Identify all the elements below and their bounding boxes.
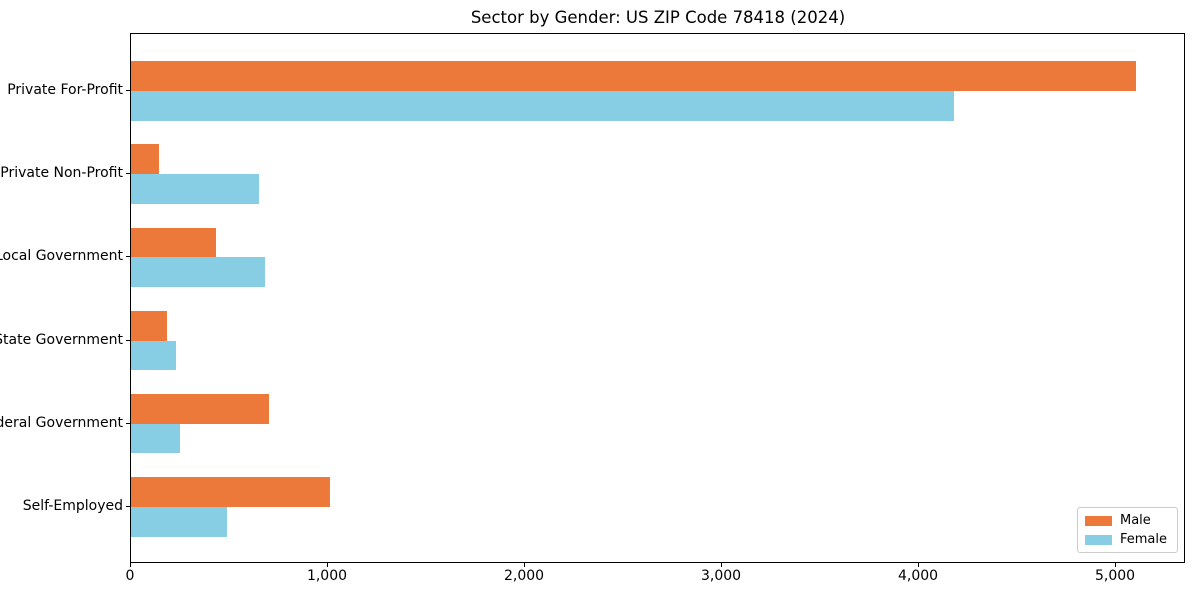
bar-female-2 xyxy=(131,174,259,205)
y-axis-category-label: Federal Government xyxy=(0,414,123,431)
bar-female-6 xyxy=(131,506,228,537)
bar-male-3 xyxy=(131,227,216,258)
x-axis-tick xyxy=(130,563,131,567)
x-axis-tick xyxy=(1115,563,1117,567)
x-axis-tick xyxy=(327,563,328,567)
y-axis-category-label: State Government xyxy=(0,331,123,348)
x-axis-tick-label: 3,000 xyxy=(700,568,742,584)
x-axis-tick xyxy=(721,563,723,567)
legend-label-male: Male xyxy=(1119,513,1151,528)
bar-male-1 xyxy=(131,61,1136,92)
x-axis-tick-label: 0 xyxy=(125,568,135,584)
x-axis-tick-label: 2,000 xyxy=(503,568,545,584)
bar-male-5 xyxy=(131,393,269,424)
x-axis-tick-label: 4,000 xyxy=(898,568,939,584)
legend-label-female: Female xyxy=(1119,532,1167,547)
bar-male-4 xyxy=(131,310,168,341)
y-axis-category-label: Private For-Profit xyxy=(7,82,123,99)
y-axis-tick xyxy=(126,173,130,175)
y-axis-tick xyxy=(126,422,130,424)
y-axis-tick xyxy=(126,90,130,92)
bar-female-4 xyxy=(131,340,177,371)
y-axis-category-label: Self-Employed xyxy=(22,497,123,514)
male-series-swatch xyxy=(1084,515,1112,526)
y-axis-tick xyxy=(126,505,130,507)
y-axis-category-label: Local Government xyxy=(0,248,123,265)
legend-item-female: Female xyxy=(1084,532,1167,547)
bar-female-1 xyxy=(131,91,954,122)
bar-male-2 xyxy=(131,144,159,175)
bar-male-6 xyxy=(131,476,330,507)
bar-female-3 xyxy=(131,257,265,288)
plot-area: Male Female xyxy=(130,33,1185,563)
y-axis-tick xyxy=(126,256,130,258)
y-axis-category-label: Private Non-Profit xyxy=(0,165,123,182)
y-axis-tick xyxy=(126,339,130,341)
chart-title: Sector by Gender: US ZIP Code 78418 (202… xyxy=(470,8,846,27)
x-axis-tick xyxy=(918,563,920,567)
x-axis-tick-label: 1,000 xyxy=(306,568,348,584)
legend: Male Female xyxy=(1076,507,1178,553)
legend-item-male: Male xyxy=(1084,513,1167,528)
female-series-swatch xyxy=(1084,534,1112,545)
bar-female-5 xyxy=(131,423,181,454)
x-axis-tick-label: 5,000 xyxy=(1095,568,1136,584)
x-axis-tick xyxy=(524,563,526,567)
